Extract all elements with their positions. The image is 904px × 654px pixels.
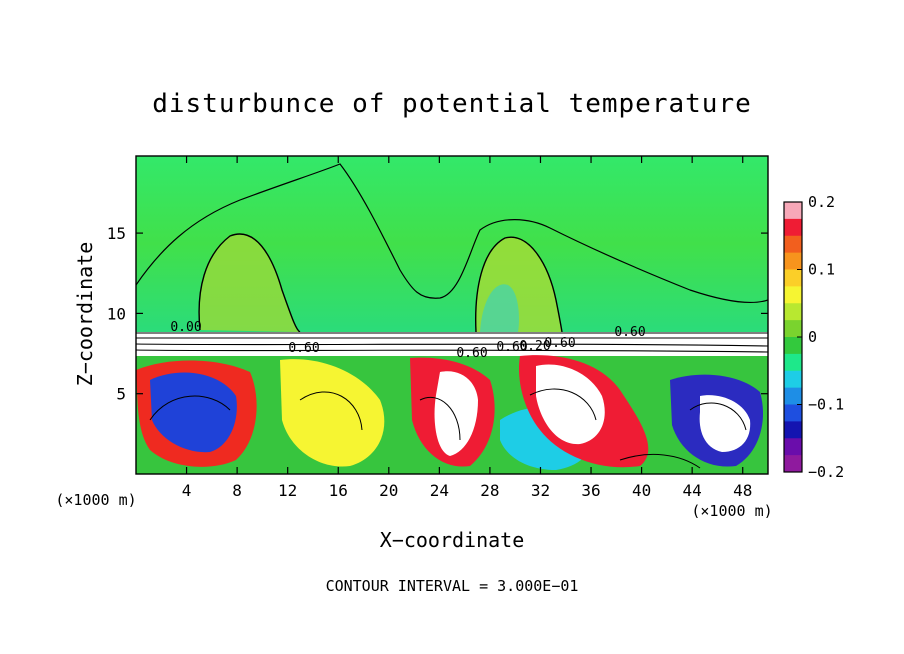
upper-contour-zero [136, 163, 768, 303]
plot-frame [135, 155, 769, 475]
interface-contours [136, 332, 768, 353]
x-axis: 4 8 12 16 20 24 28 32 36 40 44 48 [182, 156, 752, 500]
upper-cool-patch [480, 284, 519, 332]
colorbar-swatch [784, 455, 802, 473]
x-tick-label: 8 [232, 481, 242, 500]
colorbar-tick-label: −0.1 [808, 396, 844, 414]
y-tick-label: 15 [107, 224, 126, 243]
contour-label: 0.60 [288, 341, 319, 356]
colorbar-swatch [784, 421, 802, 439]
plot-area [136, 156, 768, 474]
y-axis-label: Z−coordinate [73, 242, 97, 387]
colorbar-swatch [784, 252, 802, 270]
x-tick-label: 28 [480, 481, 499, 500]
contour-label: 0.60 [544, 336, 575, 351]
x-tick-label: 36 [581, 481, 600, 500]
y-tick-label: 5 [116, 385, 126, 404]
x-tick-label: 4 [182, 481, 192, 500]
x-tick-label: 44 [683, 481, 702, 500]
contour-label: 0.00 [170, 320, 201, 335]
x-tick-label: 48 [733, 481, 752, 500]
contour-interval-footer: CONTOUR INTERVAL = 3.000E−01 [326, 577, 579, 595]
colorbar-swatch [784, 353, 802, 372]
contour-labels: 0.000.600.600.60 0.600.200.60 [170, 320, 645, 361]
lower-white-core-1 [434, 371, 478, 456]
x-tick-label: 20 [379, 481, 398, 500]
colorbar-tick-label: 0.1 [808, 261, 835, 279]
x-tick-label: 16 [329, 481, 348, 500]
colorbar-tick-label: 0 [808, 328, 817, 346]
colorbar: 0.2 0.1 0 −0.1 −0.2 [783, 193, 844, 481]
upper-warm-dome-left [199, 234, 300, 332]
colorbar-swatch [784, 320, 802, 338]
x-axis-unit-left: (×1000 m) [55, 491, 136, 509]
colorbar-swatch [784, 404, 802, 422]
lower-cold-eddy-1 [150, 372, 237, 453]
lower-white-core-3 [699, 395, 751, 452]
colorbar-tick-label: 0.2 [808, 193, 835, 211]
contour-label: 0.60 [456, 346, 487, 361]
colorbar-swatch [784, 337, 802, 355]
colorbar-swatch [784, 202, 802, 220]
y-axis: 5 10 15 [107, 224, 768, 404]
x-tick-label: 24 [430, 481, 449, 500]
chart-title: disturbunce of potential temperature [152, 89, 752, 119]
x-tick-label: 12 [278, 481, 297, 500]
lower-warm-eddy-2 [280, 359, 385, 467]
lower-white-core-2 [536, 364, 605, 445]
colorbar-swatch [784, 286, 802, 304]
colorbar-swatch [784, 269, 802, 287]
colorbar-swatch [784, 303, 802, 321]
x-axis-unit-right: (×1000 m) [691, 502, 772, 520]
colorbar-swatch [784, 218, 802, 237]
upper-contour-dome-left [198, 233, 301, 333]
y-tick-label: 10 [107, 304, 126, 323]
colorbar-swatch [784, 235, 802, 254]
upper-contour-dome-right [475, 236, 563, 333]
contour-label: 0.20 [519, 339, 550, 354]
colorbar-swatch [784, 370, 802, 389]
colorbar-swatch [784, 438, 802, 456]
colorbar-swatch [784, 387, 802, 405]
lower-contours [149, 388, 747, 469]
contour-label: 0.60 [614, 325, 645, 340]
x-tick-label: 40 [632, 481, 651, 500]
x-tick-label: 32 [531, 481, 550, 500]
x-axis-label: X−coordinate [380, 528, 525, 552]
colorbar-tick-label: −0.2 [808, 463, 844, 481]
contour-label: 0.60 [496, 340, 527, 355]
